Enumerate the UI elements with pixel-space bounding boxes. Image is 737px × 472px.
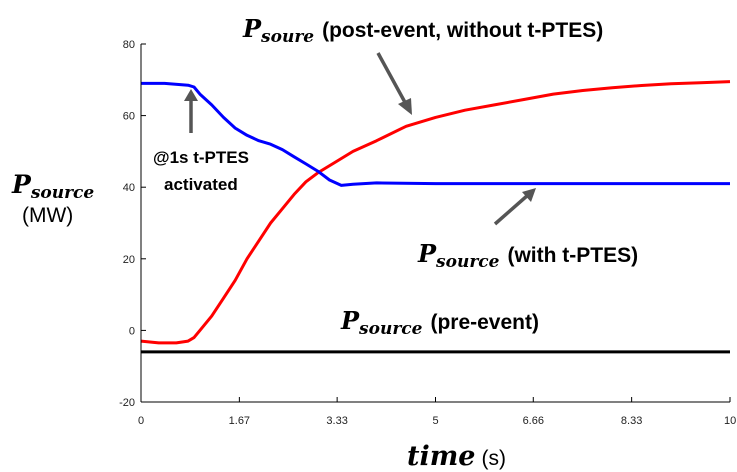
series-layer xyxy=(140,80,731,354)
y-axis-label-subscript: source xyxy=(30,183,95,203)
annotation-post-event-text: (post-event, without t-PTES) xyxy=(322,19,603,42)
annotation-pre-event-text: (pre-event) xyxy=(430,311,539,334)
annotation-with-ptes-text: (with t-PTES) xyxy=(507,244,638,267)
x-axis-label: time (s) xyxy=(407,441,506,472)
x-tick-label: 6.66 xyxy=(523,415,544,427)
y-tick-label: 80 xyxy=(123,39,135,51)
y-tick-label: -20 xyxy=(119,397,135,409)
annotation-with-ptes-symbol: P xyxy=(417,239,437,268)
y-tick-label: 20 xyxy=(123,254,135,266)
annotation-pre-event: Psource (pre-event) xyxy=(340,306,539,339)
arrow-post-event xyxy=(376,52,409,107)
annotation-pre-event-symbol: P xyxy=(340,306,360,335)
annotation-with-ptes-subscript: source xyxy=(435,252,500,272)
annotation-post-event-subscript: soure xyxy=(260,27,314,47)
y-tick-label: 0 xyxy=(129,325,135,337)
arrowhead-post-event xyxy=(398,98,412,115)
x-tick-label: 1.67 xyxy=(229,415,250,427)
x-tick-label: 8.33 xyxy=(621,415,642,427)
y-axis-label-symbol: P xyxy=(11,170,32,199)
annotation-activation-line2: activated xyxy=(164,175,238,194)
series-line-with-ptes xyxy=(141,81,730,187)
arrowhead-with-ptes xyxy=(522,188,536,202)
x-tick-label: 10 xyxy=(724,415,736,427)
x-axis-label-unit: (s) xyxy=(481,447,506,470)
y-tick-label: 60 xyxy=(123,111,135,123)
arrow-with-ptes xyxy=(493,193,530,226)
annotation-with-ptes: Psource (with t-PTES) xyxy=(417,239,638,272)
arrowhead-activation xyxy=(184,89,198,101)
x-tick-label: 0 xyxy=(138,415,144,427)
x-tick-label: 5 xyxy=(432,415,438,427)
annotation-post-event-symbol: P xyxy=(242,14,262,43)
y-axis-label: Psource xyxy=(11,170,94,203)
annotation-pre-event-subscript: source xyxy=(358,319,423,339)
y-axis-unit: (MW) xyxy=(22,204,73,227)
x-axis-label-symbol: time xyxy=(407,441,475,472)
y-tick-label: 40 xyxy=(123,182,135,194)
annotation-post-event: Psoure (post-event, without t-PTES) xyxy=(242,14,603,47)
x-tick-label: 3.33 xyxy=(326,415,347,427)
annotation-activation-line1: @1s t-PTES xyxy=(153,148,249,167)
